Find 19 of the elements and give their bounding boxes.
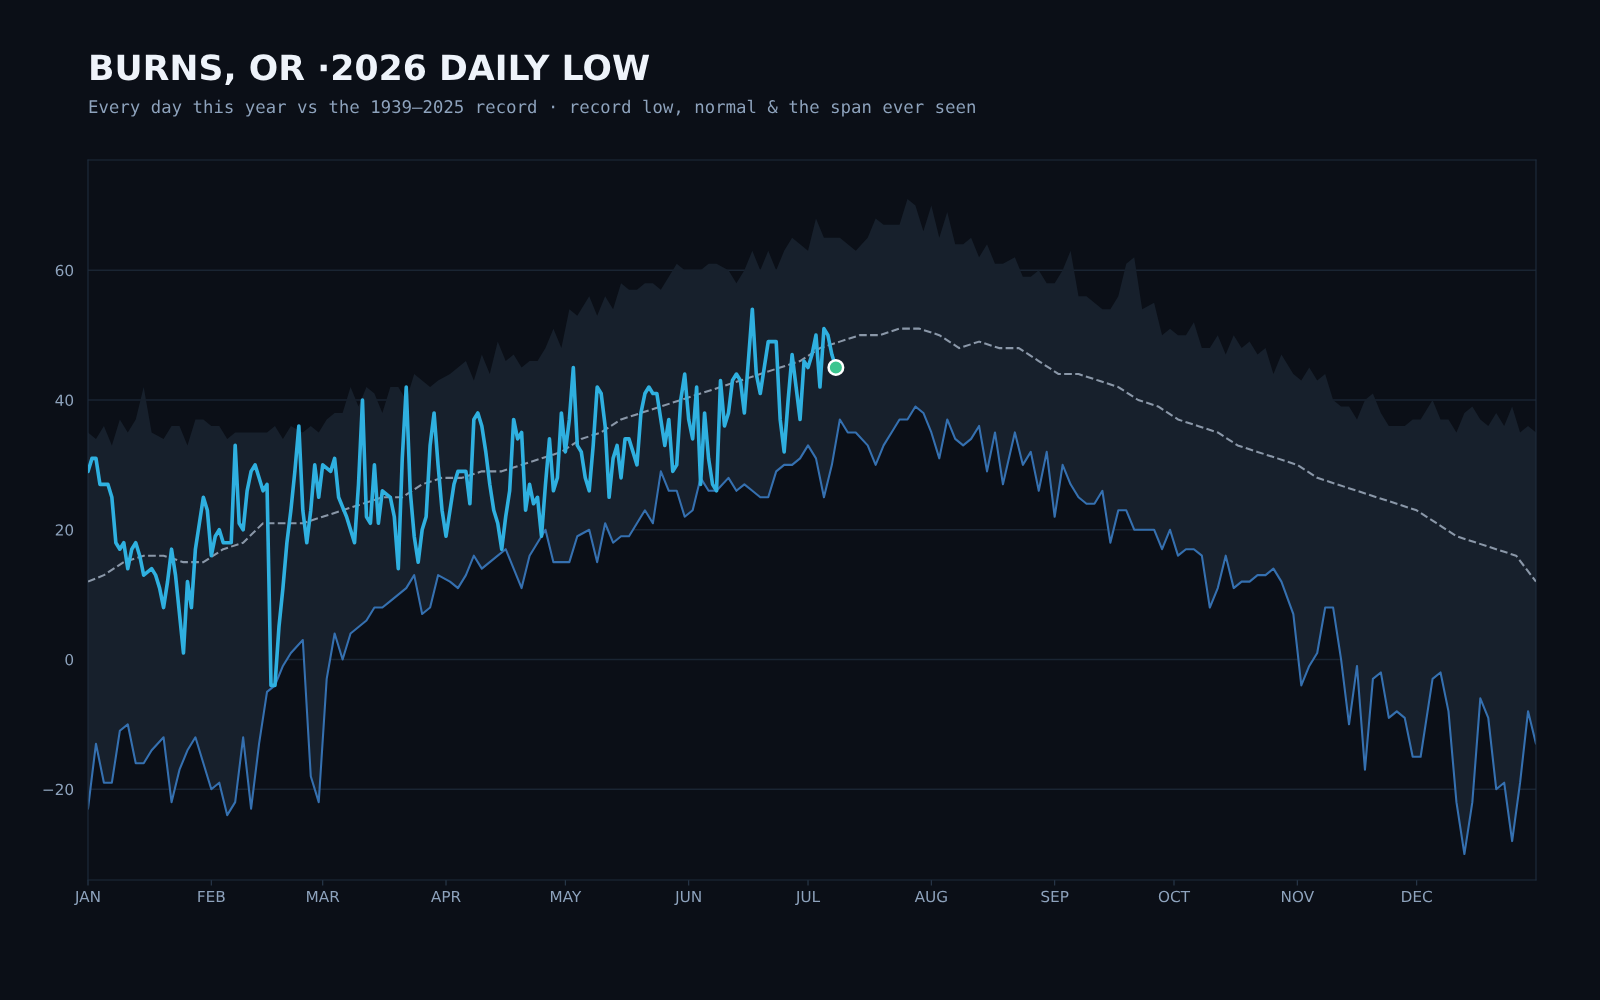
x-tick-label: APR — [431, 890, 461, 903]
x-tick-label: FEB — [198, 890, 225, 903]
x-tick-label: MAR — [307, 890, 340, 903]
x-tick-label: AUG — [914, 890, 947, 903]
x-tick-label: JAN — [74, 890, 100, 906]
y-tick-label: −20 — [43, 783, 74, 796]
x-tick-label: DEC — [1402, 890, 1432, 903]
x-tick-label: SEP — [1041, 890, 1069, 903]
y-tick-label: 40 — [55, 394, 74, 407]
y-tick-label: 20 — [55, 524, 74, 536]
x-tick-label: JUL — [795, 890, 821, 906]
x-tick-label: JUN — [674, 890, 701, 906]
y-tick-label: 0 — [65, 653, 74, 666]
x-tick-label: OCT — [1158, 890, 1191, 903]
y-tick-label: 60 — [55, 264, 74, 277]
x-tick-label: MAY — [550, 890, 582, 903]
chart-title: BURNS, OR ·2026 DAILY LOW — [91, 54, 650, 85]
x-tick-label: NOV — [1282, 890, 1315, 903]
chart-subtitle: Every day this year vs the 1939–2025 record · record low, normal & the span ever seen — [89, 99, 975, 117]
